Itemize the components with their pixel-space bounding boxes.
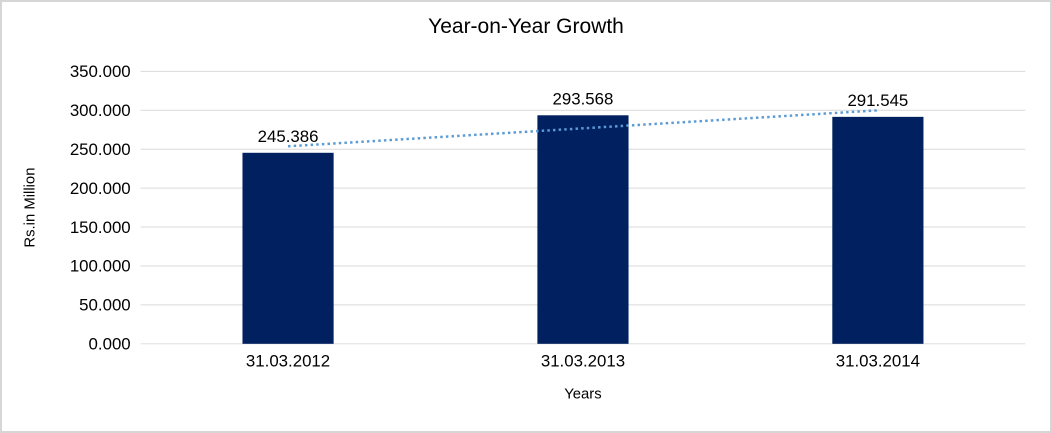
- x-tick-label: 31.03.2013: [541, 352, 625, 371]
- bar-31-03-2014: [832, 116, 924, 344]
- y-axis-title: Rs.in Million: [23, 168, 39, 248]
- y-tick-label: 300.000: [70, 101, 131, 120]
- bar-31-03-2012: [242, 152, 334, 344]
- trendline: [287, 109, 878, 148]
- y-tick-label: 200.000: [70, 179, 131, 198]
- x-tick-label: 31.03.2012: [246, 352, 330, 371]
- data-label: 291.545: [847, 91, 908, 110]
- chart-title: Year-on-Year Growth: [428, 15, 624, 38]
- y-tick-label: 350.000: [70, 62, 131, 81]
- y-tick-label: 0.000: [89, 335, 131, 354]
- bar-31-03-2013: [537, 115, 629, 344]
- data-label: 245.386: [258, 127, 319, 146]
- y-tick-label: 100.000: [70, 257, 131, 276]
- x-axis-title: Years: [564, 386, 601, 402]
- data-label: 293.568: [553, 89, 614, 108]
- y-tick-label: 150.000: [70, 218, 131, 237]
- y-tick-label: 250.000: [70, 140, 131, 159]
- y-tick-label: 50.000: [79, 296, 130, 315]
- x-tick-label: 31.03.2014: [836, 352, 920, 371]
